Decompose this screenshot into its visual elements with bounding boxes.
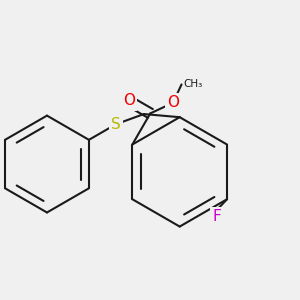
Text: CH₃: CH₃	[183, 80, 203, 89]
Text: S: S	[111, 117, 121, 132]
Text: O: O	[167, 95, 179, 110]
Text: F: F	[212, 209, 221, 224]
Text: O: O	[123, 93, 135, 108]
